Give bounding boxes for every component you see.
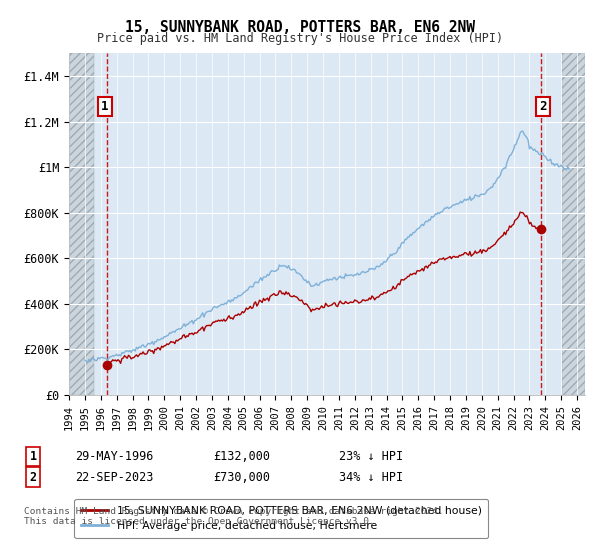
Text: 34% ↓ HPI: 34% ↓ HPI [339,470,403,484]
Text: £132,000: £132,000 [213,450,270,463]
Text: Contains HM Land Registry data © Crown copyright and database right 2024.
This d: Contains HM Land Registry data © Crown c… [24,507,444,526]
Text: 1: 1 [29,450,37,463]
Text: 23% ↓ HPI: 23% ↓ HPI [339,450,403,463]
Text: 2: 2 [539,100,547,113]
Text: 15, SUNNYBANK ROAD, POTTERS BAR, EN6 2NW: 15, SUNNYBANK ROAD, POTTERS BAR, EN6 2NW [125,20,475,35]
Text: £730,000: £730,000 [213,470,270,484]
Text: 22-SEP-2023: 22-SEP-2023 [75,470,154,484]
Text: 2: 2 [29,470,37,484]
Legend: 15, SUNNYBANK ROAD, POTTERS BAR, EN6 2NW (detached house), HPI: Average price, d: 15, SUNNYBANK ROAD, POTTERS BAR, EN6 2NW… [74,500,488,538]
Bar [562,53,585,395]
Text: Price paid vs. HM Land Registry's House Price Index (HPI): Price paid vs. HM Land Registry's House … [97,32,503,45]
Text: 1: 1 [101,100,109,113]
Text: 29-MAY-1996: 29-MAY-1996 [75,450,154,463]
Bar [69,53,94,395]
